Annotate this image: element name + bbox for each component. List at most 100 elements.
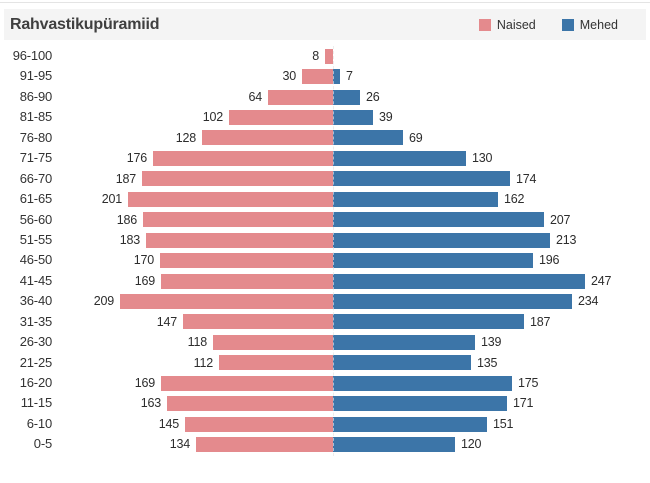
naised-bar[interactable] bbox=[325, 48, 333, 64]
mehed-bar[interactable] bbox=[333, 69, 340, 85]
mehed-bar[interactable] bbox=[333, 273, 585, 289]
mehed-value-label: 135 bbox=[477, 355, 498, 370]
age-group-label: 51-55 bbox=[19, 231, 52, 247]
naised-value-label: 102 bbox=[202, 110, 223, 125]
naised-bar[interactable] bbox=[128, 191, 333, 207]
pyramid-row: 71-75 176 130 bbox=[0, 148, 650, 168]
mehed-value-label: 174 bbox=[516, 171, 537, 186]
naised-value-label: 176 bbox=[126, 151, 147, 166]
mehed-value-label: 196 bbox=[539, 253, 560, 268]
naised-bar[interactable] bbox=[185, 416, 333, 432]
pyramid-row: 36-40 209 234 bbox=[0, 291, 650, 311]
pyramid-row: 76-80 128 69 bbox=[0, 128, 650, 148]
naised-value-label: 187 bbox=[115, 171, 136, 186]
mehed-value-label: 69 bbox=[409, 130, 423, 145]
mehed-bar[interactable] bbox=[333, 191, 498, 207]
naised-bar[interactable] bbox=[183, 314, 333, 330]
age-group-label: 81-85 bbox=[19, 109, 52, 125]
age-group-label: 71-75 bbox=[19, 150, 52, 166]
age-group-label: 41-45 bbox=[19, 272, 52, 288]
naised-bar[interactable] bbox=[268, 89, 333, 105]
naised-value-label: 170 bbox=[133, 253, 154, 268]
mehed-value-label: 139 bbox=[481, 335, 502, 350]
naised-bar[interactable] bbox=[143, 212, 333, 228]
naised-bar[interactable] bbox=[146, 232, 333, 248]
naised-value-label: 169 bbox=[134, 273, 155, 288]
mehed-bar[interactable] bbox=[333, 89, 360, 105]
naised-value-label: 128 bbox=[175, 130, 196, 145]
pyramid-row: 61-65 201 162 bbox=[0, 189, 650, 209]
mehed-bar[interactable] bbox=[333, 130, 403, 146]
naised-value-label: 169 bbox=[134, 376, 155, 390]
chart-header: Rahvastikupüramiid Naised Mehed bbox=[4, 9, 646, 40]
legend-item-naised[interactable]: Naised bbox=[478, 17, 536, 32]
mehed-bar[interactable] bbox=[333, 293, 572, 309]
age-group-label: 46-50 bbox=[19, 252, 52, 268]
naised-bar[interactable] bbox=[153, 150, 333, 166]
mehed-bar[interactable] bbox=[333, 355, 471, 371]
naised-bar[interactable] bbox=[160, 253, 333, 269]
mehed-bar[interactable] bbox=[333, 437, 455, 452]
mehed-bar[interactable] bbox=[333, 375, 512, 391]
pyramid-row: 46-50 170 196 bbox=[0, 250, 650, 270]
mehed-value-label: 171 bbox=[513, 396, 534, 411]
pyramid-row: 11-15 163 171 bbox=[0, 393, 650, 413]
naised-value-label: 8 bbox=[312, 49, 319, 63]
age-group-label: 0-5 bbox=[33, 436, 52, 452]
mehed-value-label: 7 bbox=[346, 69, 353, 84]
naised-swatch-icon bbox=[478, 18, 491, 31]
naised-bar[interactable] bbox=[142, 171, 333, 187]
mehed-bar[interactable] bbox=[333, 416, 487, 432]
naised-value-label: 112 bbox=[193, 355, 214, 370]
age-group-label: 86-90 bbox=[19, 88, 52, 104]
naised-value-label: 134 bbox=[169, 437, 190, 452]
pyramid-row: 16-20 169 175 bbox=[0, 373, 650, 393]
mehed-value-label: 207 bbox=[550, 212, 571, 227]
naised-bar[interactable] bbox=[213, 334, 333, 350]
naised-bar[interactable] bbox=[202, 130, 333, 146]
naised-value-label: 186 bbox=[116, 212, 137, 227]
naised-bar[interactable] bbox=[196, 437, 333, 452]
pyramid-row: 91-95 30 7 bbox=[0, 66, 650, 86]
naised-value-label: 163 bbox=[140, 396, 161, 411]
mehed-value-label: 187 bbox=[530, 314, 551, 329]
pyramid-row: 6-10 145 151 bbox=[0, 414, 650, 434]
mehed-bar[interactable] bbox=[333, 314, 524, 330]
age-group-label: 36-40 bbox=[19, 293, 52, 309]
age-group-label: 66-70 bbox=[19, 170, 52, 186]
naised-bar[interactable] bbox=[161, 375, 333, 391]
age-group-label: 11-15 bbox=[20, 395, 52, 411]
pyramid-row: 41-45 169 247 bbox=[0, 271, 650, 291]
mehed-bar[interactable] bbox=[333, 171, 510, 187]
mehed-value-label: 130 bbox=[472, 151, 493, 166]
pyramid-row: 81-85 102 39 bbox=[0, 107, 650, 127]
naised-bar[interactable] bbox=[167, 396, 333, 412]
naised-value-label: 30 bbox=[282, 69, 296, 84]
naised-value-label: 209 bbox=[93, 294, 114, 309]
legend-label-naised: Naised bbox=[496, 17, 536, 32]
mehed-value-label: 247 bbox=[591, 273, 612, 288]
naised-bar[interactable] bbox=[302, 69, 333, 85]
legend-item-mehed[interactable]: Mehed bbox=[561, 17, 618, 32]
mehed-bar[interactable] bbox=[333, 253, 533, 269]
mehed-value-label: 151 bbox=[493, 416, 514, 431]
mehed-swatch-icon bbox=[561, 18, 574, 31]
naised-value-label: 147 bbox=[156, 314, 177, 329]
naised-bar[interactable] bbox=[229, 110, 333, 125]
legend-label-mehed: Mehed bbox=[579, 17, 618, 32]
mehed-bar[interactable] bbox=[333, 232, 550, 248]
naised-bar[interactable] bbox=[120, 293, 333, 309]
pyramid-row: 96-100 8 bbox=[0, 46, 650, 66]
mehed-bar[interactable] bbox=[333, 150, 466, 166]
mehed-bar[interactable] bbox=[333, 212, 544, 228]
mehed-bar[interactable] bbox=[333, 110, 373, 125]
mehed-value-label: 162 bbox=[504, 192, 525, 207]
mehed-bar[interactable] bbox=[333, 396, 507, 412]
age-group-label: 21-25 bbox=[19, 354, 52, 370]
pyramid-row: 26-30 118 139 bbox=[0, 332, 650, 352]
mehed-bar[interactable] bbox=[333, 334, 475, 350]
age-group-label: 61-65 bbox=[19, 191, 52, 207]
naised-bar[interactable] bbox=[219, 355, 333, 371]
naised-bar[interactable] bbox=[161, 273, 333, 289]
